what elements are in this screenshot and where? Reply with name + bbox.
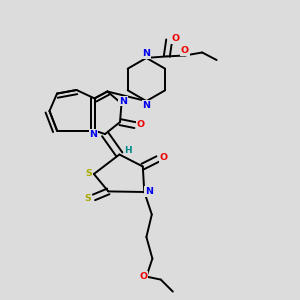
Text: N: N: [145, 187, 153, 196]
Text: O: O: [137, 120, 145, 129]
Text: N: N: [90, 130, 98, 139]
Text: O: O: [171, 34, 179, 43]
Text: N: N: [142, 101, 150, 110]
Text: O: O: [181, 46, 189, 55]
Text: H: H: [124, 146, 132, 155]
Text: O: O: [160, 153, 168, 162]
Text: N: N: [142, 49, 150, 58]
Text: S: S: [85, 169, 92, 178]
Text: O: O: [139, 272, 148, 281]
Text: N: N: [119, 97, 127, 106]
Text: S: S: [85, 194, 91, 203]
